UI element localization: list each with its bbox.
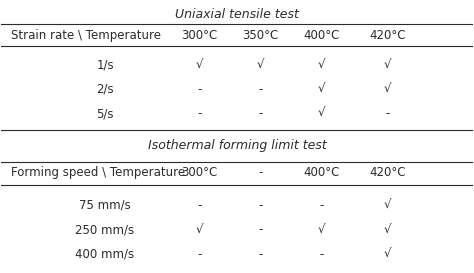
- Text: √: √: [384, 199, 392, 212]
- Text: -: -: [258, 199, 263, 212]
- Text: 300°C: 300°C: [181, 29, 218, 42]
- Text: -: -: [319, 199, 324, 212]
- Text: 300°C: 300°C: [181, 167, 218, 179]
- Text: Strain rate \ Temperature: Strain rate \ Temperature: [11, 29, 161, 42]
- Text: -: -: [258, 223, 263, 236]
- Text: -: -: [197, 248, 201, 260]
- Text: √: √: [384, 248, 392, 260]
- Text: -: -: [386, 107, 390, 120]
- Text: -: -: [258, 83, 263, 96]
- Text: 75 mm/s: 75 mm/s: [79, 199, 131, 212]
- Text: √: √: [384, 223, 392, 236]
- Text: 400 mm/s: 400 mm/s: [75, 248, 135, 260]
- Text: -: -: [197, 199, 201, 212]
- Text: -: -: [258, 248, 263, 260]
- Text: √: √: [318, 83, 326, 96]
- Text: 5/s: 5/s: [96, 107, 114, 120]
- Text: 400°C: 400°C: [304, 29, 340, 42]
- Text: -: -: [319, 248, 324, 260]
- Text: 250 mm/s: 250 mm/s: [75, 223, 135, 236]
- Text: √: √: [196, 223, 203, 236]
- Text: Uniaxial tensile test: Uniaxial tensile test: [175, 8, 299, 21]
- Text: 420°C: 420°C: [370, 29, 406, 42]
- Text: -: -: [197, 107, 201, 120]
- Text: √: √: [257, 58, 264, 72]
- Text: √: √: [318, 107, 326, 120]
- Text: √: √: [384, 83, 392, 96]
- Text: 1/s: 1/s: [96, 58, 114, 72]
- Text: √: √: [384, 58, 392, 72]
- Text: Isothermal forming limit test: Isothermal forming limit test: [147, 140, 327, 152]
- Text: Forming speed \ Temperature: Forming speed \ Temperature: [11, 167, 185, 179]
- Text: -: -: [258, 167, 263, 179]
- Text: √: √: [318, 58, 326, 72]
- Text: 2/s: 2/s: [96, 83, 114, 96]
- Text: 350°C: 350°C: [242, 29, 279, 42]
- Text: √: √: [196, 58, 203, 72]
- Text: √: √: [318, 223, 326, 236]
- Text: 420°C: 420°C: [370, 167, 406, 179]
- Text: -: -: [258, 107, 263, 120]
- Text: 400°C: 400°C: [304, 167, 340, 179]
- Text: -: -: [197, 83, 201, 96]
